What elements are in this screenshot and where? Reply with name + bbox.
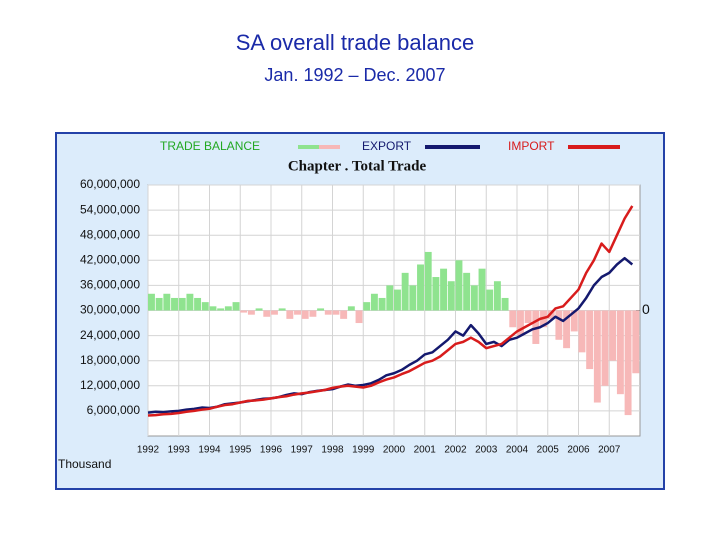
balance-bar — [447, 281, 455, 311]
balance-bar — [555, 310, 563, 340]
balance-bar — [478, 268, 486, 311]
balance-bar — [355, 310, 363, 324]
x-tick-label: 2001 — [414, 445, 437, 456]
x-tick-label: 1994 — [198, 445, 221, 456]
balance-bar — [440, 268, 448, 311]
slide-title: SA overall trade balance — [236, 30, 475, 55]
x-tick-label: 2007 — [598, 445, 621, 456]
balance-bar — [432, 277, 440, 311]
balance-bar — [224, 306, 232, 311]
balance-bar — [524, 310, 532, 324]
balance-bar — [278, 308, 286, 311]
balance-bar — [624, 310, 632, 416]
balance-bar — [148, 293, 155, 311]
balance-bar — [517, 310, 524, 336]
balance-bar — [394, 289, 401, 311]
legend-label: IMPORT — [508, 139, 555, 153]
balance-bar — [263, 310, 271, 317]
balance-bar — [616, 310, 624, 395]
balance-bar — [171, 297, 178, 311]
balance-bar — [470, 285, 478, 311]
balance-bar — [309, 310, 317, 317]
balance-bar — [463, 272, 471, 311]
x-tick-label: 2002 — [444, 445, 467, 456]
balance-bar — [578, 310, 586, 353]
balance-bar — [201, 302, 209, 311]
balance-bar — [194, 297, 202, 311]
balance-bar — [601, 310, 609, 386]
balance-bar — [240, 310, 248, 313]
balance-bar — [271, 310, 278, 315]
x-tick-label: 2003 — [475, 445, 498, 456]
x-tick-label: 1996 — [260, 445, 283, 456]
balance-bar — [586, 310, 594, 370]
y-tick-label: 30,000,000 — [80, 303, 140, 317]
balance-bar — [455, 260, 463, 311]
x-tick-label: 1997 — [291, 445, 314, 456]
x-tick-label: 1992 — [137, 445, 160, 456]
balance-bar — [386, 285, 394, 311]
y-tick-label: 24,000,000 — [80, 328, 140, 342]
chart-title: Chapter . Total Trade — [288, 158, 427, 174]
x-tick-label: 1995 — [229, 445, 252, 456]
balance-bar — [417, 264, 424, 311]
x-tick-label: 2004 — [506, 445, 529, 456]
balance-bar — [294, 310, 301, 315]
balance-bar — [424, 251, 432, 311]
slide-subtitle: Jan. 1992 – Dec. 2007 — [264, 65, 445, 85]
balance-bar — [317, 308, 325, 311]
balance-bar — [255, 308, 263, 311]
y-tick-label: 42,000,000 — [80, 252, 140, 266]
balance-bar — [155, 297, 163, 311]
x-tick-label: 1998 — [321, 445, 344, 456]
balance-bar — [217, 308, 225, 311]
y-tick-label: 12,000,000 — [80, 378, 140, 392]
balance-bar — [186, 293, 194, 311]
balance-bar — [332, 310, 340, 315]
balance-bar — [378, 297, 386, 311]
balance-bar — [401, 272, 409, 311]
legend-label: EXPORT — [362, 139, 412, 153]
series-line — [147, 205, 634, 417]
legend-label: TRADE BALANCE — [160, 139, 260, 153]
balance-bar — [209, 306, 217, 311]
balance-bar — [593, 310, 601, 403]
balance-bar — [178, 297, 186, 311]
balance-bar — [286, 310, 294, 319]
y-unit-label: Thousand — [58, 457, 111, 471]
balance-bar — [340, 310, 348, 319]
balance-bar — [493, 281, 501, 311]
balance-bar — [509, 310, 517, 328]
balance-bar — [563, 310, 571, 349]
balance-bar — [163, 293, 171, 311]
y-tick-label: 54,000,000 — [80, 202, 140, 216]
x-tick-label: 2005 — [537, 445, 560, 456]
balance-bar — [409, 285, 417, 311]
balance-bar — [363, 302, 371, 311]
balance-bar — [501, 297, 509, 311]
balance-bar — [609, 310, 617, 361]
balance-bar — [347, 306, 355, 311]
balance-bar — [324, 310, 332, 315]
x-tick-label: 1993 — [168, 445, 191, 456]
balance-bar — [301, 310, 309, 319]
x-tick-label: 2006 — [567, 445, 590, 456]
balance-bar — [370, 293, 378, 311]
balance-bar — [232, 302, 240, 311]
y-tick-label: 6,000,000 — [87, 403, 141, 417]
y-tick-label: 36,000,000 — [80, 278, 140, 292]
balance-bar — [486, 289, 494, 311]
balance-bar — [632, 310, 640, 374]
x-tick-label: 2000 — [383, 445, 406, 456]
y-tick-label: 60,000,000 — [80, 177, 140, 191]
balance-bar — [247, 310, 255, 315]
y-tick-label: 48,000,000 — [80, 227, 140, 241]
balance-bar — [570, 310, 578, 332]
x-tick-label: 1999 — [352, 445, 375, 456]
y-tick-label: 18,000,000 — [80, 353, 140, 367]
y2-tick-label: 0 — [642, 301, 650, 317]
